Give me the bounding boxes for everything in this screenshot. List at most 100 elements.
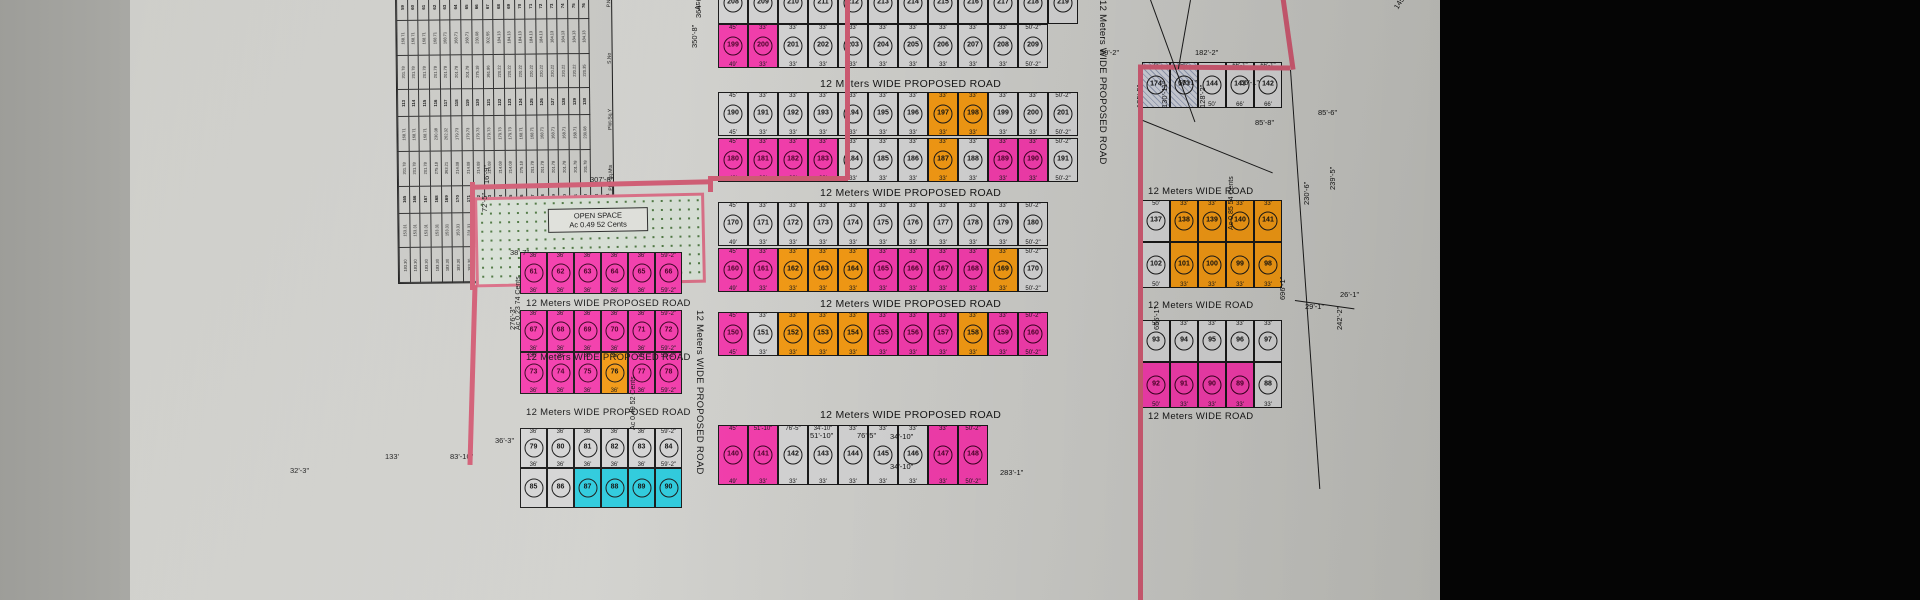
- plot-cell[interactable]: 86: [547, 468, 574, 508]
- plot-cell[interactable]: 218: [1018, 0, 1048, 24]
- plot-cell[interactable]: 33' 168 33': [958, 248, 988, 292]
- plot-cell[interactable]: 33' 208 33': [988, 24, 1018, 68]
- plot-cell[interactable]: 33' 146 33': [898, 425, 928, 485]
- plot-cell[interactable]: 33' 186 33': [898, 138, 928, 182]
- plot-cell[interactable]: 101 33': [1170, 242, 1198, 288]
- plot-cell[interactable]: 33' 165 33': [868, 248, 898, 292]
- plot-cell[interactable]: 45' 140 49': [718, 425, 748, 485]
- plot-cell[interactable]: 36' 80 36': [547, 428, 574, 468]
- plot-cell[interactable]: 50' 137: [1142, 200, 1170, 242]
- plot-cell[interactable]: 33' 176 33': [898, 202, 928, 246]
- plot-cell[interactable]: 33' 140: [1226, 200, 1254, 242]
- plot-cell[interactable]: 33' 174 33': [838, 202, 868, 246]
- plot-cell[interactable]: 212: [838, 0, 868, 24]
- plot-cell[interactable]: 33' 144 33': [838, 425, 868, 485]
- plot-cell[interactable]: 59'-2" 66 59'-2": [655, 252, 682, 294]
- plot-cell[interactable]: 208: [718, 0, 748, 24]
- plot-cell[interactable]: 50'-2" 209 50'-2": [1018, 24, 1048, 68]
- plot-cell[interactable]: 33' 185 33': [868, 138, 898, 182]
- plot-cell[interactable]: 36' 76 36': [601, 352, 628, 394]
- plot-cell[interactable]: 34'-10" 143 33': [808, 425, 838, 485]
- plot-cell[interactable]: 33' 164 33': [838, 248, 868, 292]
- plot-cell[interactable]: 33' 96: [1226, 320, 1254, 362]
- plot-cell[interactable]: 33' 191 33': [748, 92, 778, 136]
- plot-cell[interactable]: 36' 75 36': [574, 352, 601, 394]
- plot-cell[interactable]: 36' 64 36': [601, 252, 628, 294]
- plot-cell[interactable]: 33' 154 33': [838, 312, 868, 356]
- plot-cell[interactable]: 33' 178 33': [958, 202, 988, 246]
- plot-cell[interactable]: 36' 65 36': [628, 252, 655, 294]
- plot-cell[interactable]: 33' 169 33': [988, 248, 1018, 292]
- plot-cell[interactable]: 50' 93: [1142, 320, 1170, 362]
- plot-cell[interactable]: 33' 201 33': [778, 24, 808, 68]
- plot-cell[interactable]: 33' 190 33': [1018, 138, 1048, 182]
- plot-cell[interactable]: 45'18049': [718, 138, 748, 182]
- plot-cell[interactable]: 36' 62 36': [547, 252, 574, 294]
- plot-cell[interactable]: 33' 151 33': [748, 312, 778, 356]
- plot-cell[interactable]: 33' 172 33': [778, 202, 808, 246]
- plot-cell[interactable]: 33' 158 33': [958, 312, 988, 356]
- plot-cell[interactable]: 33' 166 33': [898, 248, 928, 292]
- plot-cell[interactable]: 33' 155 33': [868, 312, 898, 356]
- plot-cell[interactable]: 36' 69 36': [574, 310, 601, 352]
- plot-cell[interactable]: 50'-2" 160 50'-2": [1018, 312, 1048, 356]
- plot-cell[interactable]: 33' 192 33': [778, 92, 808, 136]
- plot-cell[interactable]: 215: [928, 0, 958, 24]
- plot-cell[interactable]: 51'-10" 141 33': [748, 425, 778, 485]
- plot-cell[interactable]: 33' 175 33': [868, 202, 898, 246]
- plot-cell[interactable]: 45' 199 49': [718, 24, 748, 68]
- plot-cell[interactable]: 33' 138: [1170, 200, 1198, 242]
- plot-cell[interactable]: 33' 159 33': [988, 312, 1018, 356]
- plot-cell[interactable]: 102 50': [1142, 242, 1170, 288]
- plot-cell[interactable]: 33' 195 33': [868, 92, 898, 136]
- plot-cell[interactable]: 33' 194 33': [838, 92, 868, 136]
- plot-cell[interactable]: 33' 200 33': [748, 24, 778, 68]
- plot-cell[interactable]: 33' 179 33': [988, 202, 1018, 246]
- plot-cell[interactable]: 90 33': [1198, 362, 1226, 408]
- plot-cell[interactable]: 33' 162 33': [778, 248, 808, 292]
- plot-cell[interactable]: 33' 145 33': [868, 425, 898, 485]
- plot-cell[interactable]: 33' 173 33': [808, 202, 838, 246]
- plot-cell[interactable]: 36' 79 36': [520, 428, 547, 468]
- plot-cell[interactable]: 36' 74 36': [547, 352, 574, 394]
- plot-cell[interactable]: 33' 205 33': [898, 24, 928, 68]
- plot-cell[interactable]: 33' 204 33': [868, 24, 898, 68]
- plot-cell[interactable]: 33' 177 33': [928, 202, 958, 246]
- plot-cell[interactable]: 36' 61 36': [520, 252, 547, 294]
- plot-cell[interactable]: 50'-2" 201 50'-2": [1048, 92, 1078, 136]
- plot-cell[interactable]: 211: [808, 0, 838, 24]
- plot-cell[interactable]: 33' 203 33': [838, 24, 868, 68]
- plot-cell[interactable]: 33' 187 33': [928, 138, 958, 182]
- plot-cell[interactable]: 36' 81 36': [574, 428, 601, 468]
- plot-cell[interactable]: 33' 156 33': [898, 312, 928, 356]
- plot-cell[interactable]: 33' 171 33': [748, 202, 778, 246]
- plot-cell[interactable]: 36' 73 36': [520, 352, 547, 394]
- plot-cell[interactable]: 36' 70 36': [601, 310, 628, 352]
- plot-cell[interactable]: 36' 83 36': [628, 428, 655, 468]
- plot-cell[interactable]: 33' 94: [1170, 320, 1198, 362]
- plot-cell[interactable]: 33' 202 33': [808, 24, 838, 68]
- plot-cell[interactable]: 88 33': [1254, 362, 1282, 408]
- plot-cell[interactable]: 33' 95: [1198, 320, 1226, 362]
- plot-cell[interactable]: 100 33': [1198, 242, 1226, 288]
- plot-cell[interactable]: 50'-2" 148 50'-2": [958, 425, 988, 485]
- plot-cell[interactable]: 36' 77 36': [628, 352, 655, 394]
- plot-cell[interactable]: 33' 153 33': [808, 312, 838, 356]
- plot-cell[interactable]: 36' 67 36': [520, 310, 547, 352]
- plot-cell[interactable]: 33' 157 33': [928, 312, 958, 356]
- plot-cell[interactable]: 50'-2" 170 50'-2": [1018, 248, 1048, 292]
- plot-cell[interactable]: 33' 139: [1198, 200, 1226, 242]
- plot-cell[interactable]: 90: [655, 468, 682, 508]
- plot-cell[interactable]: 45' 150 45': [718, 312, 748, 356]
- plot-cell[interactable]: 33' 200 33': [1018, 92, 1048, 136]
- plot-cell[interactable]: 33' 163 33': [808, 248, 838, 292]
- plot-cell[interactable]: 33' 167 33': [928, 248, 958, 292]
- plot-cell[interactable]: 214: [898, 0, 928, 24]
- plot-cell[interactable]: 210: [778, 0, 808, 24]
- plot-cell[interactable]: 33' 152 33': [778, 312, 808, 356]
- plot-cell[interactable]: 85: [520, 468, 547, 508]
- plot-cell[interactable]: 33' 193 33': [808, 92, 838, 136]
- plot-cell[interactable]: 87: [574, 468, 601, 508]
